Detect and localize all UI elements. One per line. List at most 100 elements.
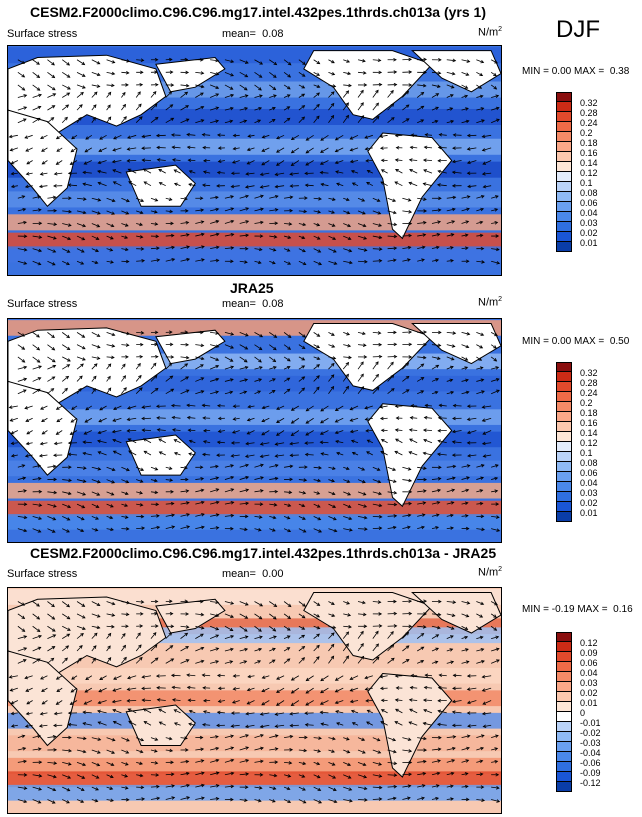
stress-vector bbox=[328, 386, 334, 394]
stress-vector bbox=[261, 417, 270, 422]
stress-vector bbox=[358, 260, 368, 263]
stress-vector-head bbox=[276, 149, 280, 153]
stress-vector-head bbox=[290, 420, 295, 424]
stress-vector-head bbox=[69, 701, 74, 705]
colorbar-box bbox=[556, 642, 572, 652]
stress-vector-head bbox=[304, 452, 309, 457]
stress-vector-head bbox=[186, 525, 191, 529]
stress-vector-head bbox=[79, 375, 83, 380]
stress-vector-head bbox=[245, 501, 250, 506]
stress-vector bbox=[239, 260, 248, 263]
stress-vector-head bbox=[451, 453, 456, 457]
stress-vector bbox=[350, 700, 359, 703]
stress-vector bbox=[461, 84, 468, 89]
stress-vector-head bbox=[125, 750, 130, 754]
stress-vector-head bbox=[408, 57, 413, 62]
stress-vector-head bbox=[304, 196, 308, 200]
stress-vector-head bbox=[345, 373, 349, 378]
stress-vector-head bbox=[96, 625, 101, 630]
stress-vector-head bbox=[422, 721, 427, 726]
stress-vector bbox=[476, 799, 485, 801]
stress-vector bbox=[328, 91, 335, 98]
stress-vector bbox=[180, 234, 190, 237]
stress-vector bbox=[476, 221, 483, 224]
stress-vector-head bbox=[261, 418, 266, 423]
stress-vector-head bbox=[467, 184, 471, 189]
stress-vector bbox=[62, 71, 70, 78]
stress-vector-head bbox=[437, 71, 442, 75]
stress-vector bbox=[32, 248, 42, 252]
stress-vector-head bbox=[128, 181, 132, 185]
stress-vector bbox=[195, 84, 204, 88]
stress-vector-head bbox=[331, 479, 335, 483]
stress-vector-head bbox=[41, 161, 46, 165]
stress-vector bbox=[357, 235, 367, 240]
stress-vector-head bbox=[346, 479, 351, 483]
stress-vector-head bbox=[451, 344, 456, 348]
stress-vector bbox=[357, 115, 364, 123]
stress-vector bbox=[112, 169, 122, 174]
stress-vector-head bbox=[380, 450, 384, 455]
stress-vector-head bbox=[124, 235, 129, 239]
stress-vector bbox=[417, 797, 425, 800]
stress-vector-head bbox=[173, 182, 178, 187]
stress-vector bbox=[32, 196, 41, 199]
stress-vector bbox=[321, 453, 329, 456]
stress-vector bbox=[491, 248, 500, 251]
stress-vector-head bbox=[96, 614, 101, 618]
stress-vector-head bbox=[465, 119, 470, 124]
stress-vector bbox=[9, 405, 18, 408]
stress-vector bbox=[32, 209, 41, 212]
panel-1-min-value: 0.00 bbox=[551, 66, 572, 77]
stress-vector bbox=[372, 749, 381, 754]
stress-vector-head bbox=[380, 439, 385, 443]
stress-vector-head bbox=[465, 390, 470, 395]
stress-vector-head bbox=[286, 248, 291, 252]
stress-vector bbox=[224, 759, 234, 763]
stress-vector-head bbox=[258, 359, 262, 363]
stress-vector bbox=[358, 799, 368, 801]
stress-vector-head bbox=[421, 245, 426, 250]
stress-vector bbox=[452, 700, 462, 703]
stress-vector bbox=[357, 197, 365, 202]
stress-vector-head bbox=[452, 746, 456, 751]
colorbar-box bbox=[556, 162, 572, 172]
stress-vector-head bbox=[200, 747, 205, 752]
stress-vector bbox=[106, 197, 115, 202]
stress-vector bbox=[91, 466, 101, 470]
stress-vector bbox=[461, 661, 469, 664]
stress-vector-head bbox=[320, 137, 324, 141]
stress-vector-head bbox=[113, 136, 117, 140]
stress-vector bbox=[195, 748, 204, 751]
stress-vector bbox=[328, 363, 335, 370]
stress-vector-head bbox=[302, 222, 307, 227]
stress-vector bbox=[328, 71, 335, 75]
stress-vector bbox=[180, 466, 188, 469]
stress-vector-head bbox=[82, 440, 87, 444]
stress-vector-head bbox=[422, 158, 427, 162]
stress-vector-head bbox=[345, 737, 350, 741]
stress-vector bbox=[17, 94, 27, 98]
colorbar-box bbox=[556, 472, 572, 482]
stress-vector-head bbox=[376, 467, 381, 471]
stress-vector bbox=[328, 655, 334, 664]
stress-vector bbox=[32, 613, 40, 620]
stress-vector-head bbox=[408, 599, 413, 604]
stress-vector-head bbox=[110, 223, 115, 228]
stress-vector bbox=[423, 439, 433, 444]
stress-vector-head bbox=[53, 222, 58, 226]
stress-vector-head bbox=[81, 61, 86, 66]
stress-vector-head bbox=[379, 674, 384, 679]
stress-vector bbox=[231, 185, 240, 188]
stress-vector bbox=[112, 700, 122, 703]
stress-vector-head bbox=[305, 408, 310, 412]
stress-vector-head bbox=[366, 182, 370, 186]
stress-vector-head bbox=[215, 364, 220, 369]
stress-vector-head bbox=[67, 223, 72, 227]
stress-vector-head bbox=[390, 644, 395, 648]
stress-vector-head bbox=[70, 148, 75, 153]
stress-vector-head bbox=[171, 257, 176, 262]
stress-vector bbox=[357, 248, 367, 251]
stress-vector bbox=[150, 761, 158, 764]
stress-vector-head bbox=[363, 624, 368, 629]
